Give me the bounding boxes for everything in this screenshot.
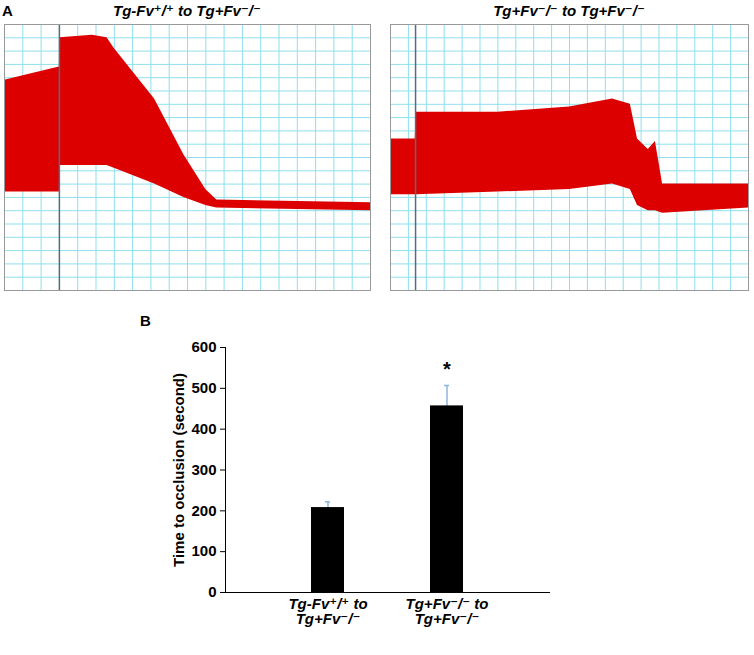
html-text:Tg-Fv⁺/⁺ to Tg+Fv⁻/⁻: Tg-Fv⁺/⁺ to Tg+Fv⁻/⁻ xyxy=(113,2,261,19)
svg-text:500: 500 xyxy=(191,379,216,396)
html-text:B: B xyxy=(140,312,151,329)
svg-text:Time to occlusion (second): Time to occlusion (second) xyxy=(170,373,187,567)
svg-text:400: 400 xyxy=(191,420,216,437)
svg-text:Tg-Fv⁺/⁺ toTg+Fv⁻/⁻: Tg-Fv⁺/⁺ toTg+Fv⁻/⁻ xyxy=(288,595,367,627)
svg-text:200: 200 xyxy=(191,502,216,519)
svg-text:600: 600 xyxy=(191,338,216,355)
svg-text:Tg+Fv⁻/⁻ toTg+Fv⁻/⁻: Tg+Fv⁻/⁻ toTg+Fv⁻/⁻ xyxy=(406,595,489,627)
svg-text:300: 300 xyxy=(191,461,216,478)
svg-text:100: 100 xyxy=(191,542,216,559)
svg-text:0: 0 xyxy=(208,583,216,600)
svg-text:*: * xyxy=(443,358,451,380)
html-text:Tg+Fv⁻/⁻ to Tg+Fv⁻/⁻: Tg+Fv⁻/⁻ to Tg+Fv⁻/⁻ xyxy=(493,2,645,19)
html-text:A: A xyxy=(2,2,13,19)
